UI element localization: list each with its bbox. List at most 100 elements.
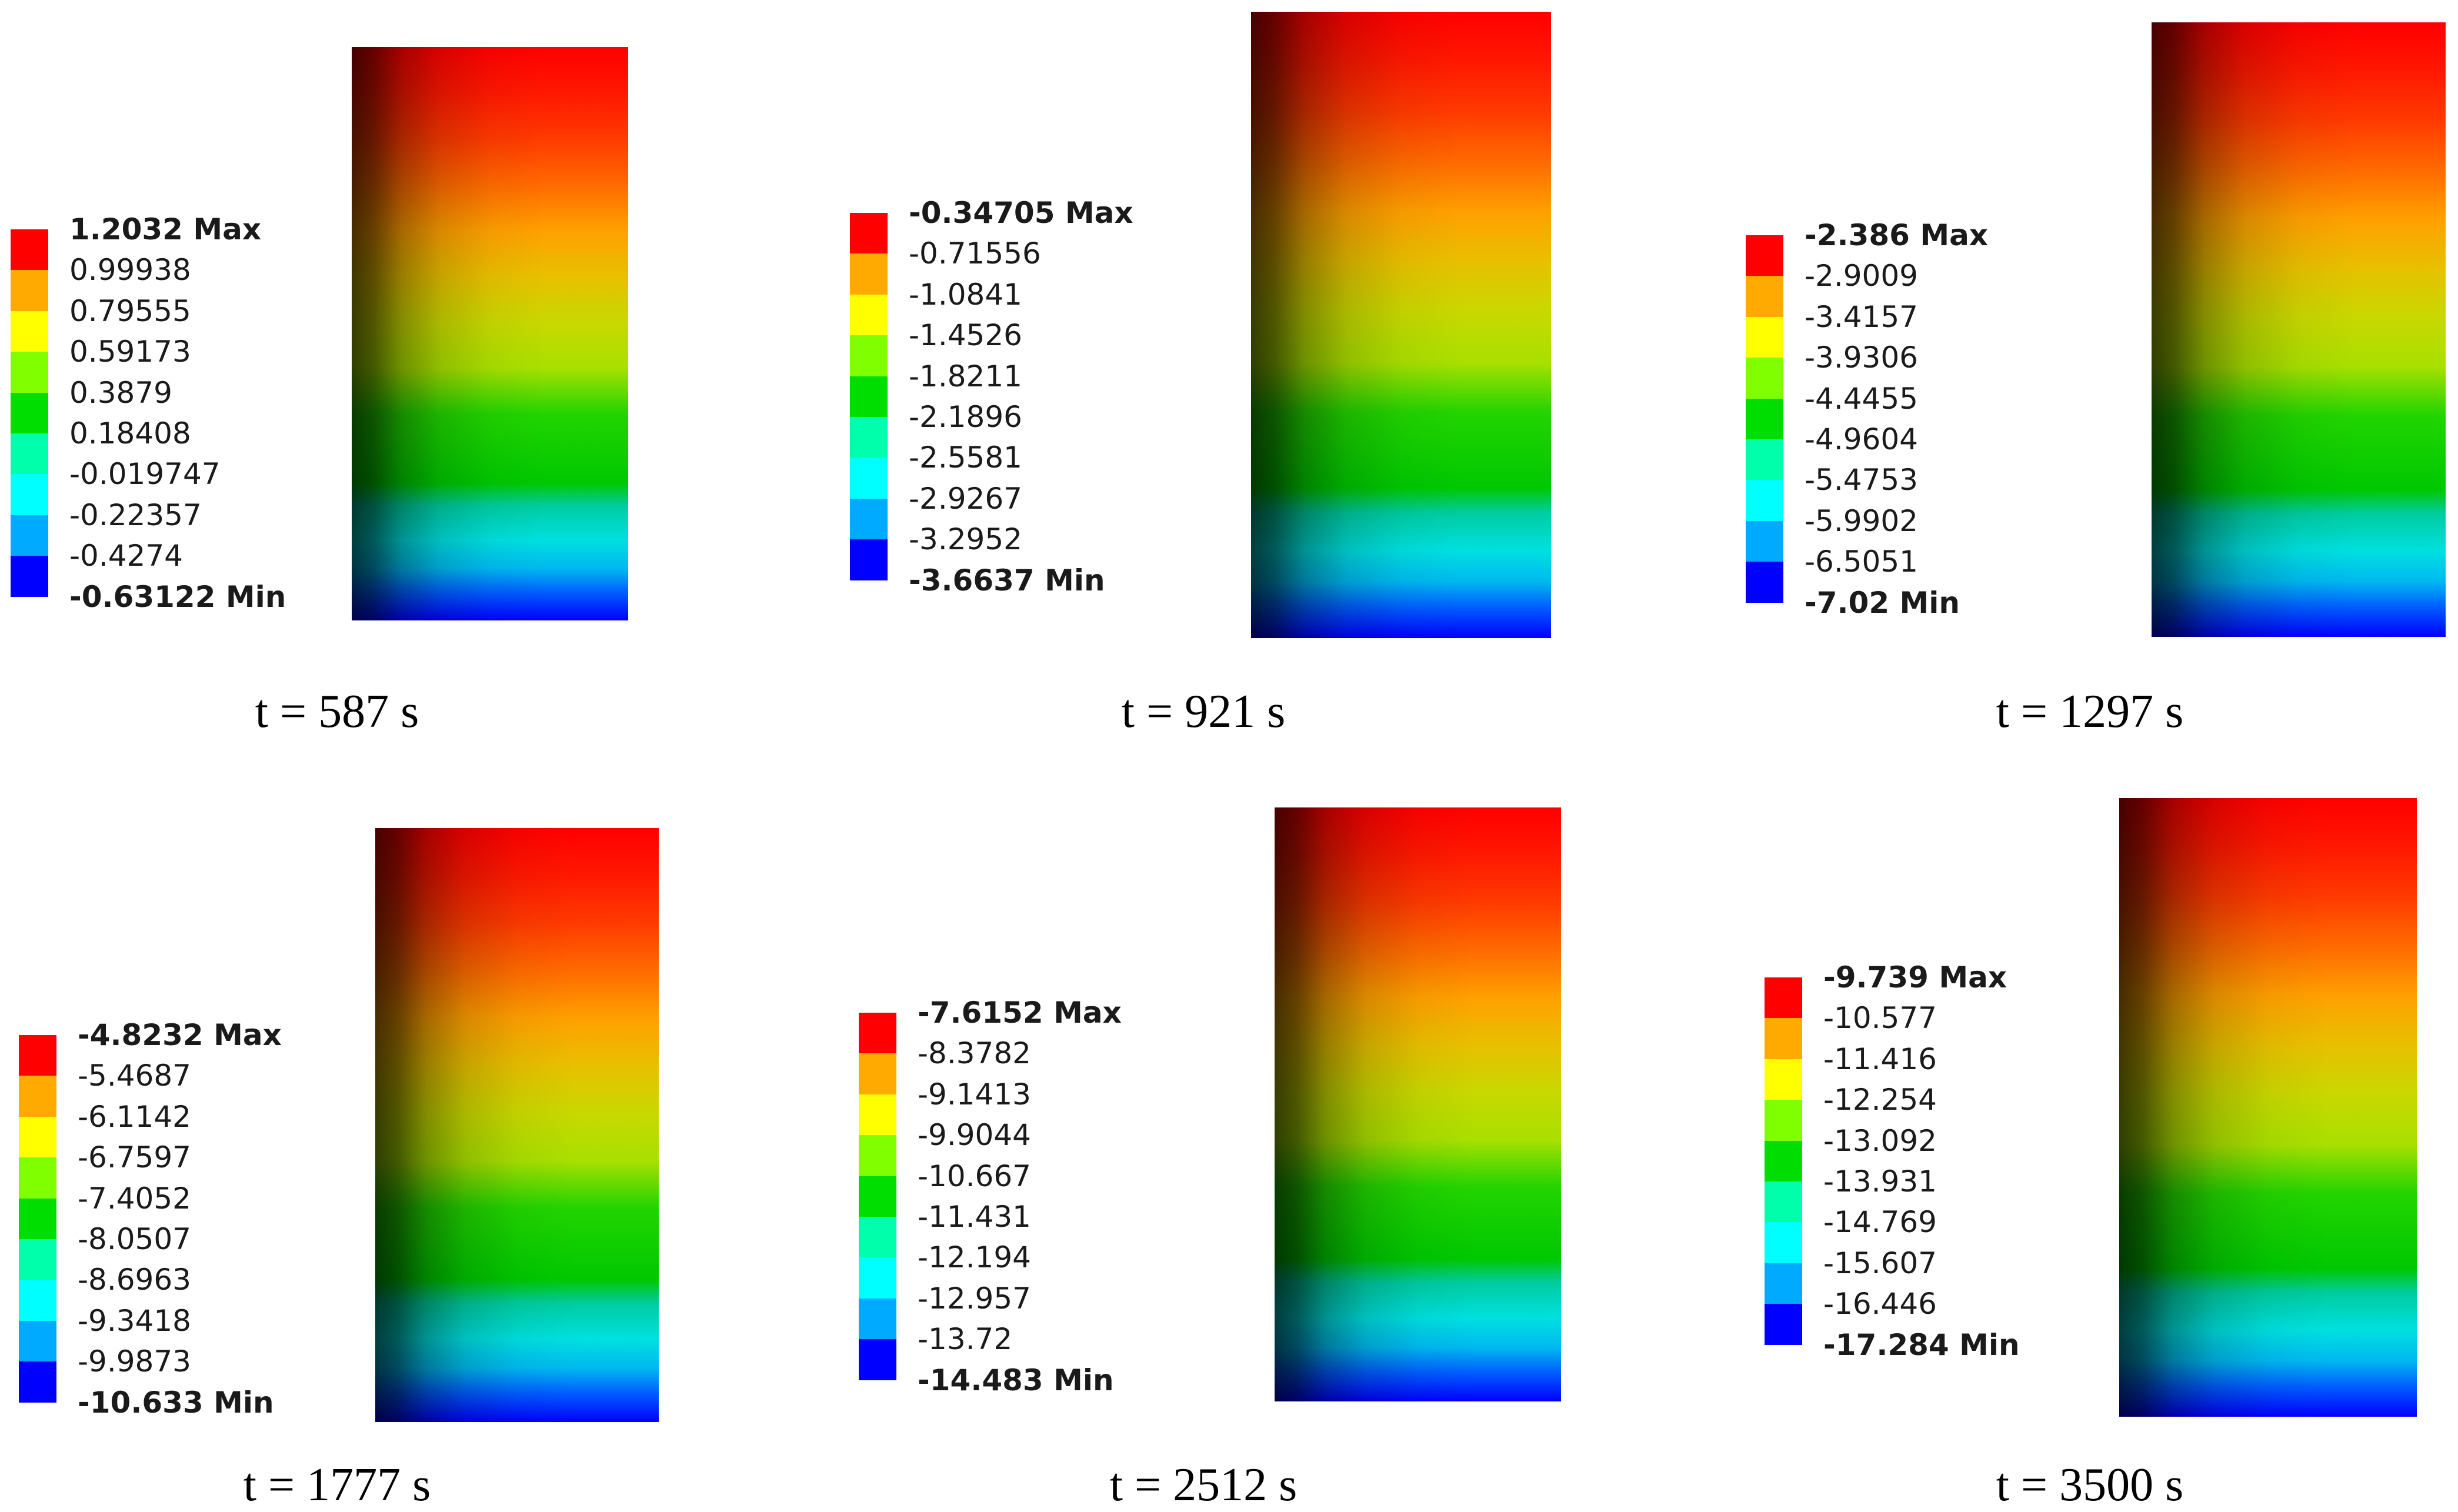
legend-tick-label: -6.5051	[1805, 545, 1918, 579]
legend-tick-label: 0.79555	[69, 293, 191, 328]
legend-swatch	[1746, 316, 1783, 358]
legend-tick-label: -13.72	[918, 1322, 1013, 1357]
legend-tick-label: -5.4687	[78, 1059, 191, 1093]
legend-tick-label: 0.3879	[69, 375, 172, 410]
legend-tick-label: -9.9044	[918, 1118, 1031, 1153]
legend-tick-label: -12.194	[918, 1240, 1031, 1275]
legend-swatch	[11, 270, 48, 311]
legend-min-label: -7.02 Min	[1805, 585, 1960, 620]
legend-tick-label: -6.1142	[78, 1099, 191, 1134]
legend-tick-label: -0.22357	[69, 498, 202, 532]
legend-tick-label: -0.4274	[69, 539, 183, 573]
legend-max-label: -4.8232 Max	[78, 1018, 282, 1052]
legend-tick-label: -6.7597	[78, 1140, 191, 1175]
legend-swatch	[11, 556, 48, 597]
legend-tick-label: -3.2952	[909, 522, 1022, 557]
legend-swatch	[11, 352, 48, 393]
time-caption: t = 921 s	[1121, 686, 1286, 737]
legend-swatch	[11, 433, 48, 475]
legend-swatch	[859, 1298, 896, 1340]
legend-max-label: -9.739 Max	[1823, 960, 2007, 994]
time-caption: t = 587 s	[255, 686, 419, 737]
time-caption: t = 2512 s	[1109, 1459, 1298, 1511]
legend-swatch	[19, 1035, 56, 1076]
legend-tick-label: -5.4753	[1805, 463, 1918, 498]
legend-max-label: 1.2032 Max	[69, 212, 262, 246]
legend-swatch	[850, 498, 888, 540]
legend-tick-label: -0.71556	[909, 236, 1041, 271]
time-caption: t = 3500 s	[1996, 1459, 2184, 1511]
time-caption: t = 1297 s	[1996, 686, 2184, 737]
legend-max-label: -2.386 Max	[1805, 218, 1989, 252]
legend-swatch	[1746, 520, 1783, 562]
legend-swatch	[11, 392, 48, 433]
legend-swatch	[850, 539, 888, 580]
specimen-contour	[2152, 22, 2446, 637]
legend-tick-label: -13.092	[1823, 1123, 1937, 1158]
legend-swatch	[19, 1076, 56, 1117]
legend-min-label: -3.6637 Min	[909, 563, 1105, 598]
legend-swatch	[859, 1094, 896, 1136]
specimen-contour	[1251, 12, 1551, 638]
legend-tick-label: -7.4052	[78, 1181, 191, 1216]
legend-swatch	[850, 335, 888, 376]
legend-swatch	[859, 1135, 896, 1176]
legend-swatch	[1746, 562, 1783, 603]
legend-swatch	[1746, 398, 1783, 439]
specimen-contour	[2119, 798, 2417, 1417]
legend-tick-label: -9.9873	[78, 1344, 191, 1379]
legend-swatch	[19, 1361, 56, 1403]
legend-swatch	[1765, 1018, 1802, 1059]
legend-tick-label: -2.5581	[909, 440, 1022, 475]
legend-swatch	[11, 474, 48, 515]
legend-tick-label: -3.4157	[1805, 299, 1918, 334]
legend-swatch	[1746, 358, 1783, 399]
legend-tick-label: -0.019747	[69, 457, 221, 492]
legend-tick-label: -12.957	[918, 1281, 1031, 1316]
specimen-contour	[1275, 807, 1561, 1401]
legend-swatch	[1765, 1263, 1802, 1304]
legend-max-label: -7.6152 Max	[918, 996, 1122, 1030]
legend-swatch	[859, 1013, 896, 1054]
legend-tick-label: -11.416	[1823, 1042, 1937, 1076]
legend-swatch	[1765, 1181, 1802, 1223]
legend-tick-label: -2.1896	[909, 400, 1022, 434]
legend-swatch	[19, 1320, 56, 1362]
legend-tick-label: -1.8211	[909, 359, 1022, 393]
legend-swatch	[19, 1116, 56, 1158]
legend-tick-label: -10.577	[1823, 1001, 1937, 1036]
legend-tick-label: -13.931	[1823, 1164, 1937, 1199]
legend-tick-label: -9.1413	[918, 1077, 1031, 1112]
legend-swatch	[1746, 480, 1783, 521]
legend-swatch	[859, 1053, 896, 1094]
legend-tick-label: -5.9902	[1805, 503, 1918, 538]
legend-tick-label: -1.4526	[909, 318, 1022, 353]
legend-tick-label: 0.99938	[69, 253, 191, 288]
legend-swatch	[1765, 1140, 1802, 1181]
legend-swatch	[1765, 977, 1802, 1019]
legend-tick-label: -16.446	[1823, 1287, 1937, 1321]
legend-max-label: -0.34705 Max	[909, 196, 1133, 230]
legend-tick-label: -14.769	[1823, 1205, 1937, 1240]
legend-tick-label: -4.4455	[1805, 381, 1918, 416]
legend-tick-label: -8.6963	[78, 1263, 191, 1297]
legend-swatch	[859, 1217, 896, 1258]
legend-swatch	[850, 376, 888, 417]
legend-swatch	[850, 417, 888, 458]
legend-tick-label: -4.9604	[1805, 422, 1918, 456]
specimen-contour	[375, 828, 659, 1422]
legend-swatch	[850, 458, 888, 499]
legend-tick-label: -3.9306	[1805, 341, 1918, 375]
legend-tick-label: -8.3782	[918, 1036, 1031, 1071]
legend-tick-label: -2.9009	[1805, 259, 1918, 293]
legend-swatch	[859, 1257, 896, 1299]
legend-swatch	[1746, 276, 1783, 317]
legend-swatch	[859, 1339, 896, 1380]
legend-swatch	[19, 1157, 56, 1199]
legend-tick-label: -15.607	[1823, 1246, 1937, 1280]
legend-swatch	[1746, 235, 1783, 276]
legend-tick-label: -2.9267	[909, 481, 1022, 516]
legend-tick-label: 0.18408	[69, 416, 191, 450]
legend-swatch	[19, 1239, 56, 1280]
legend-tick-label: -12.254	[1823, 1083, 1937, 1117]
